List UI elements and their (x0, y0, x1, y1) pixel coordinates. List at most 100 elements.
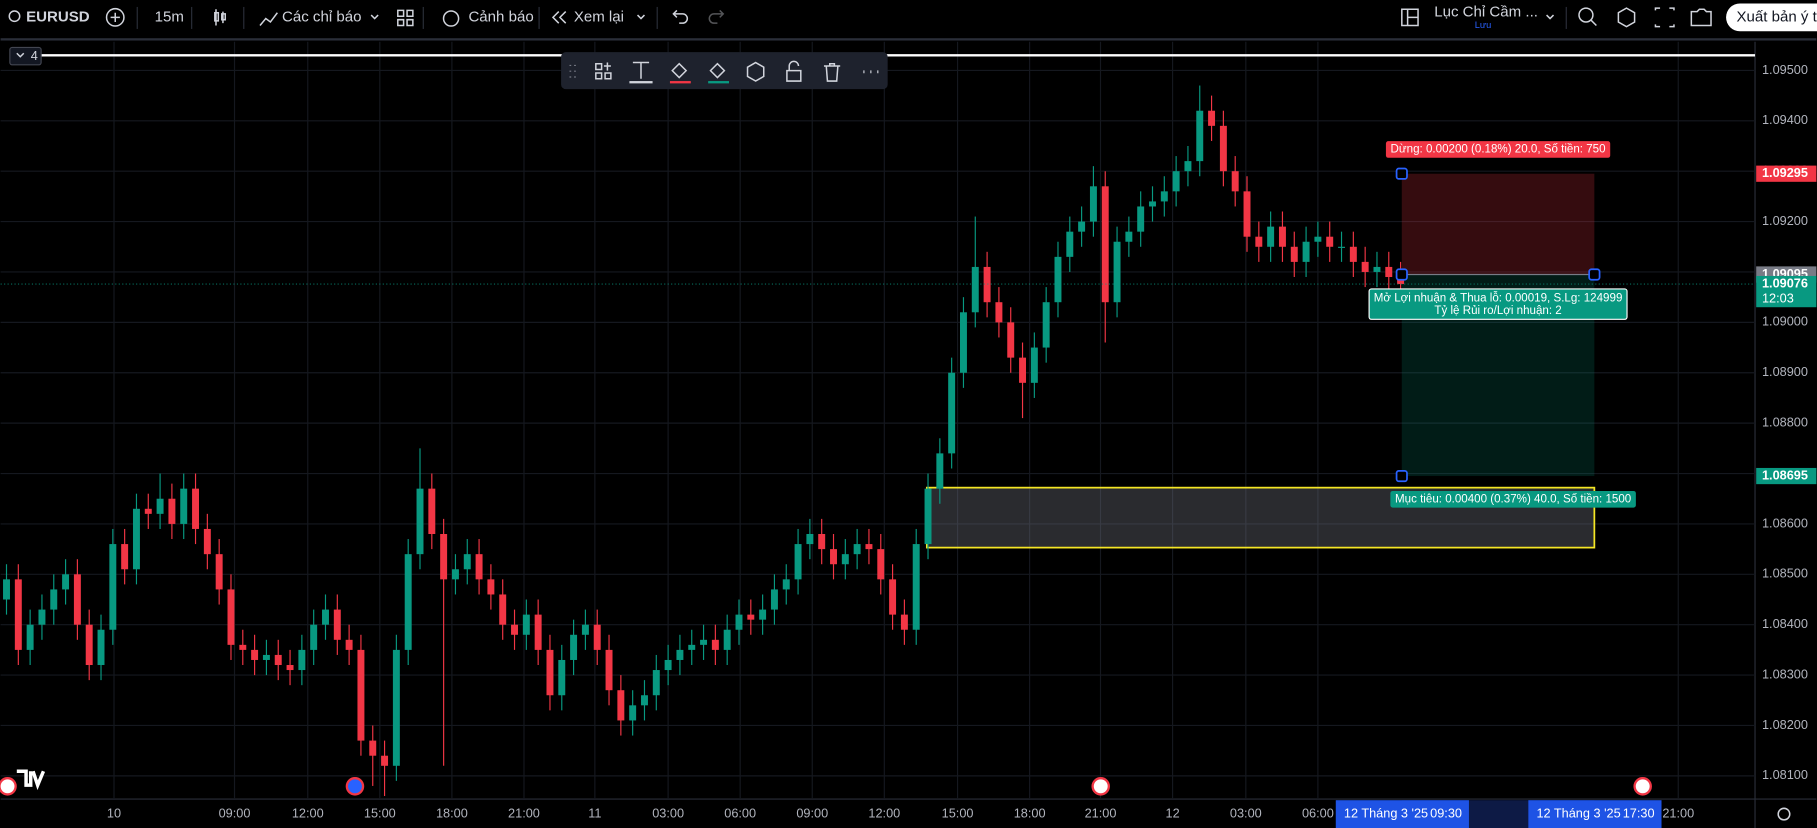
templates-icon[interactable] (397, 9, 414, 27)
y-tick-label: 1.08100 (1762, 767, 1808, 782)
badge-bg[interactable] (9, 46, 42, 66)
handle[interactable] (1395, 268, 1408, 281)
x-tick-label: 06:00 (1302, 805, 1334, 820)
dropdown[interactable] (636, 14, 645, 20)
candle-body (534, 614, 542, 650)
template-icon[interactable] (595, 62, 612, 80)
interval[interactable]: 15m (155, 8, 184, 25)
x-tick-label: 18:00 (436, 805, 468, 820)
alert-button[interactable]: Cảnh báo (468, 8, 533, 25)
handle[interactable] (1395, 167, 1408, 180)
candle-body (1255, 236, 1263, 247)
indicators-icon[interactable] (259, 12, 278, 26)
x-tick-label: 09:00 (219, 805, 251, 820)
candle-body (440, 533, 448, 580)
candle-body (1149, 201, 1156, 207)
text-icon[interactable] (632, 61, 650, 79)
layout-name[interactable]: Lục Chỉ Cầm ... (1434, 4, 1538, 21)
candle-body (1007, 322, 1015, 358)
candle-body (1314, 236, 1322, 242)
candle-body (310, 624, 318, 650)
candle-body (1196, 110, 1204, 162)
target-price-tag: 1.08695 (1762, 467, 1808, 482)
fill-swatch (669, 81, 691, 84)
fullscreen-icon[interactable] (1654, 7, 1675, 28)
candle-body (1243, 191, 1251, 237)
y-tick-label: 1.08800 (1762, 415, 1808, 430)
y-tick-label: 1.08500 (1762, 566, 1808, 581)
toolbar-bg (0, 0, 1817, 38)
candle-body (735, 614, 743, 630)
candle-body (451, 569, 459, 580)
candle-body (806, 533, 814, 545)
candle-body (428, 488, 436, 534)
y-tick-label: 1.09200 (1762, 213, 1808, 228)
drag-handle[interactable] (569, 64, 576, 78)
candle-body (1160, 191, 1168, 202)
lock-icon[interactable] (786, 60, 802, 82)
time-marker-time: 17:30 (1623, 805, 1655, 820)
candle-body (664, 659, 672, 671)
x-tick-label: 18:00 (1014, 805, 1046, 820)
candle-body (1373, 266, 1381, 272)
event-icon[interactable] (0, 777, 17, 796)
candle-body (1338, 246, 1345, 248)
candle-body (877, 549, 885, 580)
event-icon[interactable] (345, 777, 365, 796)
pnl-label: Mở Lợi nhuận & Thua lỗ: 0.00019, S.Lg: 1… (1374, 291, 1623, 304)
dropdown[interactable] (1546, 14, 1555, 20)
time-marker-date: 12 Tháng 3 '25 (1344, 805, 1428, 820)
replay-button[interactable]: Xem lại (574, 8, 624, 25)
candle-body (900, 614, 908, 630)
candle-body (1349, 246, 1357, 262)
settings-icon[interactable] (746, 61, 765, 82)
replay-icon[interactable] (551, 11, 567, 24)
border-icon[interactable] (709, 62, 726, 79)
search-icon[interactable] (8, 10, 21, 23)
last-price-tag-bg (1756, 275, 1817, 308)
plot-area: 1.095001.094001.093001.092001.091001.090… (0, 41, 1817, 828)
stop-price-tag-bg (1756, 165, 1817, 182)
handle[interactable] (1588, 268, 1601, 281)
axis-settings-icon[interactable] (1777, 807, 1791, 821)
chart-type-icon[interactable] (214, 9, 227, 26)
logo (16, 769, 46, 791)
event-icon[interactable] (1633, 777, 1652, 796)
candle-body (1137, 206, 1145, 232)
candle-body (676, 649, 684, 660)
settings-icon[interactable] (1617, 7, 1636, 28)
publish-button-bg[interactable] (1726, 3, 1817, 32)
candle-body (3, 579, 10, 600)
candle-body (747, 614, 755, 620)
candle-body (581, 624, 589, 635)
delete-icon[interactable] (823, 62, 841, 82)
candle-body (830, 549, 837, 565)
y-tick-label: 1.08300 (1762, 666, 1808, 681)
candle-body (1054, 256, 1062, 303)
candle-body (1113, 241, 1121, 303)
indicators-button[interactable]: Các chỉ báo (282, 8, 361, 25)
symbol[interactable]: EURUSD (26, 8, 90, 25)
stop-label-bg (1385, 141, 1611, 158)
snapshot-icon[interactable] (1690, 8, 1712, 27)
candle-body (345, 639, 353, 650)
fill-icon[interactable] (671, 62, 688, 79)
candle-body (782, 579, 790, 590)
add-symbol-icon[interactable] (105, 7, 125, 27)
candle-body (617, 690, 625, 721)
quick-search-handle (1590, 19, 1597, 27)
candle-body (593, 624, 601, 650)
handle[interactable] (1395, 469, 1408, 483)
event-icon[interactable] (1091, 777, 1110, 796)
alert-icon[interactable] (442, 10, 460, 27)
candle-body (97, 629, 105, 666)
candle-body (948, 372, 956, 454)
candle-body (558, 659, 566, 696)
quick-search-icon[interactable] (1578, 7, 1594, 23)
dropdown[interactable] (370, 14, 379, 20)
publish-button[interactable]: Xuất bản ý tư (1737, 8, 1817, 25)
undo-icon[interactable] (672, 9, 688, 24)
layout-icon[interactable] (1401, 8, 1419, 27)
redo-icon[interactable] (708, 9, 725, 24)
x-tick-label: 21:00 (1662, 805, 1694, 820)
